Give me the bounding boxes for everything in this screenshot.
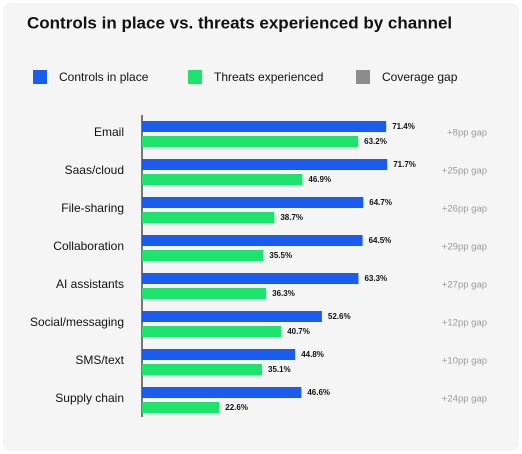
bar [142,387,302,398]
bar [142,273,359,284]
value-label: 46.6% [307,388,330,397]
gap-label: +8pp gap [447,128,487,139]
value-label: 64.7% [369,198,392,207]
chart-title: Controls in place vs. threats experience… [27,13,452,32]
legend-swatch [33,70,47,84]
category-label: AI assistants [56,277,124,291]
legend-label: Coverage gap [382,70,458,84]
bar [142,402,220,413]
value-label: 22.6% [225,403,248,412]
bar [142,136,359,147]
value-label: 38.7% [280,213,303,222]
category-label: Email [94,125,124,139]
bar [142,326,282,337]
bar [142,235,363,246]
gap-label: +10pp gap [442,356,487,367]
bar [142,364,263,375]
value-label: 36.3% [272,289,295,298]
category-label: Supply chain [55,391,124,405]
legend-label: Threats experienced [214,70,323,84]
category-label: SMS/text [75,353,124,367]
value-label: 63.3% [364,274,387,283]
bar [142,250,264,261]
bar [142,349,296,360]
bar [142,288,267,299]
value-label: 46.9% [308,175,331,184]
value-label: 71.7% [393,160,416,169]
category-label: Saas/cloud [65,163,124,177]
gap-label: +12pp gap [442,318,487,329]
value-label: 64.5% [369,236,392,245]
value-label: 44.8% [301,350,324,359]
gap-label: +24pp gap [442,394,487,405]
gap-label: +26pp gap [442,204,487,215]
bar [142,159,388,170]
gap-label: +27pp gap [442,280,487,291]
legend-label: Controls in place [59,70,149,84]
bar [142,311,322,322]
value-label: 35.5% [269,251,292,260]
value-label: 52.6% [328,312,351,321]
value-label: 63.2% [364,137,387,146]
bar [142,212,275,223]
gap-label: +25pp gap [442,166,487,177]
legend-swatch [188,70,202,84]
bar [142,197,364,208]
value-label: 40.7% [287,327,310,336]
legend-swatch [356,70,370,84]
category-label: Social/messaging [30,315,124,329]
gap-label: +29pp gap [442,242,487,253]
bar [142,121,387,132]
category-label: Collaboration [53,239,124,253]
value-label: 35.1% [268,365,291,374]
bar [142,174,303,185]
value-label: 71.4% [392,122,415,131]
card [3,3,519,451]
category-label: File-sharing [61,201,124,215]
